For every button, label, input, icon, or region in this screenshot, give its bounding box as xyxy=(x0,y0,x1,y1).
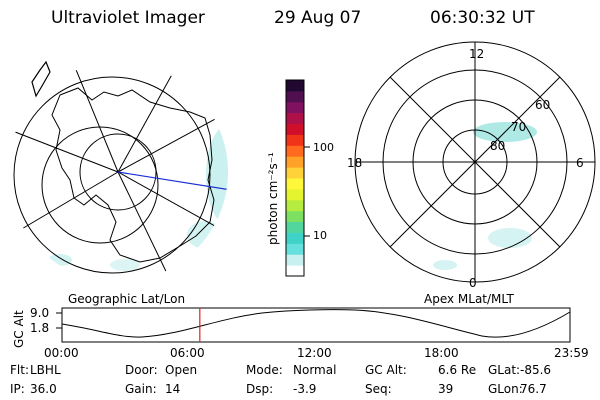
colorbar-tick-100: 100 xyxy=(313,141,334,154)
polar-label-6: 6 xyxy=(576,156,584,170)
param-label: Seq: xyxy=(365,382,392,396)
param-label: Flt: xyxy=(10,363,29,377)
param-value: 36.0 xyxy=(30,382,57,396)
polar-label-12: 12 xyxy=(469,47,485,61)
polar-ring-60: 60 xyxy=(535,98,551,112)
timeline-box xyxy=(61,307,571,343)
polar-ring-70: 70 xyxy=(511,120,527,134)
colorbar-segment xyxy=(286,232,304,244)
polar-label-18: 18 xyxy=(347,156,363,170)
timeline-ymax: 9.0 xyxy=(30,306,50,320)
param-value: Normal xyxy=(293,363,337,377)
param-label: Mode: xyxy=(246,363,283,377)
aurora-emission xyxy=(48,125,228,271)
param-value: LBHL xyxy=(30,363,61,377)
altitude-curve xyxy=(61,309,571,338)
polar-plot xyxy=(354,41,596,283)
timeline-right-title: Apex MLat/MLT xyxy=(424,292,514,306)
timeline-xtick-4: 23:59 xyxy=(554,346,589,360)
param-value: Open xyxy=(165,363,198,377)
timeline-ymin: 1.8 xyxy=(30,321,50,335)
colorbar-segment xyxy=(286,210,304,223)
param-label: IP: xyxy=(10,382,25,396)
observation-time: 06:30:32 UT xyxy=(430,8,535,28)
colorbar-segment xyxy=(286,101,304,114)
colorbar-segment xyxy=(286,199,304,212)
coastline-fragment xyxy=(31,60,51,98)
param-label: Gain: xyxy=(125,382,157,396)
colorbar-segment xyxy=(286,80,304,92)
colorbar-border xyxy=(285,79,305,277)
pointing-line xyxy=(117,171,228,194)
colorbar-segment xyxy=(286,145,304,157)
timeline-xtick-3: 18:00 xyxy=(424,346,459,360)
colorbar-segment xyxy=(286,221,304,233)
param-label: Dsp: xyxy=(246,382,274,396)
instrument-title: Ultraviolet Imager xyxy=(51,8,205,28)
timeline-left-title: Geographic Lat/Lon xyxy=(68,292,186,306)
timeline-xtick-2: 12:00 xyxy=(297,346,332,360)
param-value: 14 xyxy=(165,382,181,396)
param-value: 39 xyxy=(438,382,454,396)
polar-label-0: 0 xyxy=(469,276,477,290)
param-value: -3.9 xyxy=(293,382,317,396)
colorbar-segment xyxy=(286,134,304,146)
colorbar-unit-label: photon cm⁻²s⁻¹ xyxy=(266,152,280,245)
param-value: 76.7 xyxy=(520,382,547,396)
observation-date: 29 Aug 07 xyxy=(274,8,362,28)
colorbar-tick-10: 10 xyxy=(313,229,327,242)
colorbar-segment xyxy=(286,123,304,135)
colorbar-segment xyxy=(286,265,304,277)
timeline-xtick-1: 06:00 xyxy=(170,346,205,360)
colorbar-segment xyxy=(286,243,304,255)
param-label: GLat: xyxy=(488,363,521,377)
timeline-ylabel: GC Alt xyxy=(12,310,26,348)
colorbar-segment xyxy=(286,156,304,168)
param-label: GLon: xyxy=(488,382,523,396)
colorbar-segment xyxy=(286,112,304,125)
colorbar-segment xyxy=(286,178,304,190)
colorbar-segment xyxy=(286,90,304,103)
colorbar-segment xyxy=(286,188,304,201)
color-bar xyxy=(285,79,305,277)
polar-ring-80: 80 xyxy=(490,139,506,153)
param-label: Door: xyxy=(125,363,158,377)
param-label: GC Alt: xyxy=(365,363,407,377)
colorbar-segment xyxy=(286,167,304,179)
coastline xyxy=(51,87,215,263)
param-value: -85.6 xyxy=(520,363,552,377)
colorbar-segment xyxy=(286,254,304,266)
param-value: 6.6 Re xyxy=(438,363,477,377)
timeline-xtick-0: 00:00 xyxy=(44,346,79,360)
